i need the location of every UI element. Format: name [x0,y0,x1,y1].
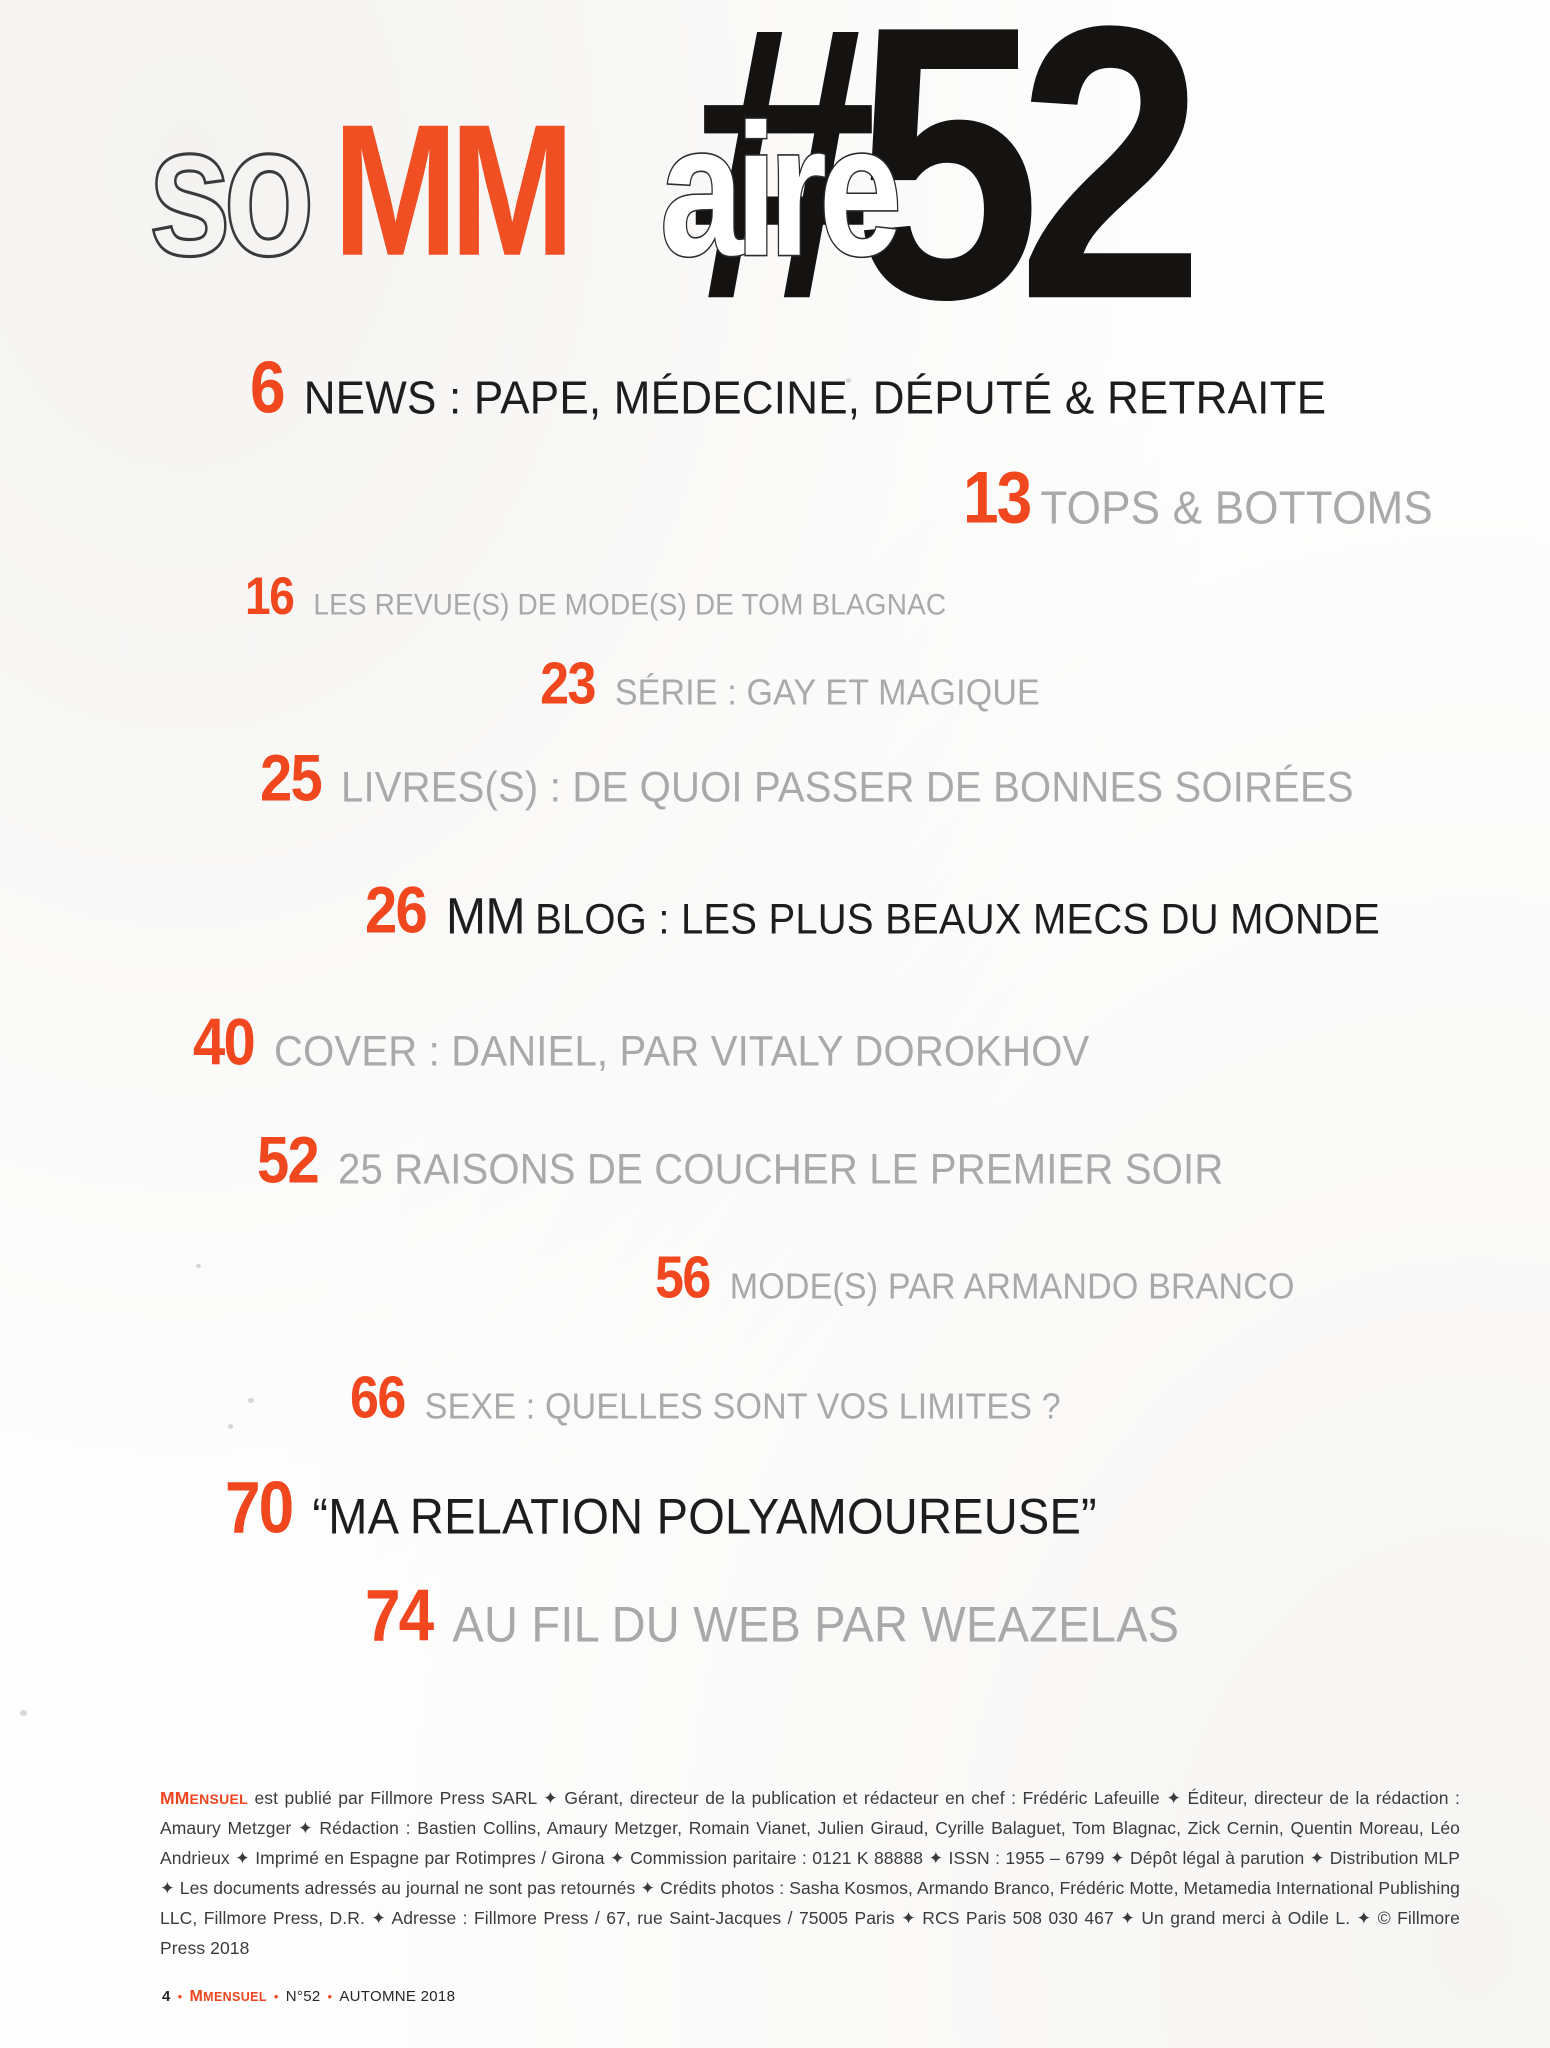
toc-entry-16[interactable]: 16 LES REVUE(S) DE MODE(S) DE TOM BLAGNA… [45,570,1505,622]
toc-entry-title: SÉRIE : GAY ET MAGIQUE [614,672,1040,714]
toc-entry-26[interactable]: 26 MM BLOG : LES PLUS BEAUX MECS DU MOND… [45,877,1505,946]
masthead-word-aire: aire [659,84,904,295]
toc-entry-title: NEWS : PAPE, MÉDECINE, DÉPUTÉ & RETRAITE [303,372,1327,425]
footer-separator: • [177,1989,183,2004]
toc-entry-40[interactable]: 40 COVER : DANIEL, PAR VITALY DOROKHOV [45,1009,1505,1076]
toc-entry-title: COVER : DANIEL, PAR VITALY DOROKHOV [274,1028,1090,1076]
colophon-brand-ensuel: ENSUEL [189,1791,248,1807]
masthead-word-mm: MM [333,84,575,295]
colophon: MMENSUEL est publié par Fillmore Press S… [160,1783,1460,1964]
toc-entry-title: MODE(S) PAR ARMANDO BRANCO [729,1266,1295,1308]
masthead-issue-number: #52 [690,0,1204,380]
toc-page-number: 26 [365,873,428,948]
footer-separator: • [273,1989,279,2004]
toc-entry-6[interactable]: 6 NEWS : PAPE, MÉDECINE, DÉPUTÉ & RETRAI… [45,351,1505,425]
table-of-contents: 6 NEWS : PAPE, MÉDECINE, DÉPUTÉ & RETRAI… [0,351,1550,1653]
toc-page-number: 13 [963,456,1032,539]
footer-brand: MMENSUEL [189,1988,267,2005]
toc-page-number: 6 [250,346,286,429]
toc-entry-25[interactable]: 25 LIVRES(S) : DE QUOI PASSER DE BONNES … [45,745,1505,812]
toc-entry-title: LES REVUE(S) DE MODE(S) DE TOM BLAGNAC [313,588,947,622]
toc-entry-title: 25 RAISONS DE COUCHER LE PREMIER SOIR [338,1146,1224,1194]
scan-speck [196,1264,201,1268]
toc-entry-title: TOPS & BOTTOMS [1040,482,1433,535]
masthead: #52 so MM aire [0,0,1550,357]
footer-issue: N°52 [285,1988,321,2005]
toc-entry-title: SEXE : QUELLES SONT VOS LIMITES ? [424,1386,1061,1428]
toc-entry-brand: MM [446,888,526,946]
toc-page-number: 16 [245,566,295,626]
page-footer: 4 • MMENSUEL • N°52 • AUTOMNE 2018 [162,1988,455,2006]
masthead-word-so: so [147,84,316,295]
toc-entry-13[interactable]: 13 TOPS & BOTTOMS [45,461,1505,535]
toc-entry-title: “MA RELATION POLYAMOUREUSE” [312,1488,1097,1545]
toc-entry-66[interactable]: 66 SEXE : QUELLES SONT VOS LIMITES ? [45,1369,1505,1428]
toc-page-number: 56 [655,1245,711,1312]
toc-entry-title: BLOG : LES PLUS BEAUX MECS DU MONDE [535,896,1381,944]
scan-speck [228,1424,233,1429]
toc-page-number: 40 [193,1005,256,1080]
footer-separator: • [327,1989,333,2004]
scan-speck [846,378,851,383]
toc-entry-23[interactable]: 23 SÉRIE : GAY ET MAGIQUE [45,655,1505,714]
toc-entry-56[interactable]: 56 MODE(S) PAR ARMANDO BRANCO [45,1249,1505,1308]
toc-page-number: 52 [257,1123,320,1198]
scan-speck [248,1398,254,1403]
colophon-body: est publié par Fillmore Press SARL ✦ Gér… [160,1788,1460,1959]
footer-page-number: 4 [162,1988,171,2005]
toc-page-number: 23 [540,651,596,718]
footer-season: AUTOMNE 2018 [339,1988,456,2005]
toc-entry-52[interactable]: 52 25 RAISONS DE COUCHER LE PREMIER SOIR [45,1127,1505,1194]
toc-entry-title: AU FIL DU WEB PAR WEAZELAS [452,1596,1180,1653]
toc-page-number: 66 [350,1365,406,1432]
toc-entry-70[interactable]: 70 “MA RELATION POLYAMOUREUSE” [45,1471,1505,1545]
colophon-brand-mm: MM [160,1788,190,1808]
scan-speck [20,1710,27,1716]
toc-entry-title: LIVRES(S) : DE QUOI PASSER DE BONNES SOI… [341,764,1354,812]
toc-entry-74[interactable]: 74 AU FIL DU WEB PAR WEAZELAS [45,1579,1505,1653]
toc-page-number: 25 [260,741,323,816]
toc-page-number: 74 [365,1574,434,1657]
toc-page-number: 70 [225,1466,294,1549]
